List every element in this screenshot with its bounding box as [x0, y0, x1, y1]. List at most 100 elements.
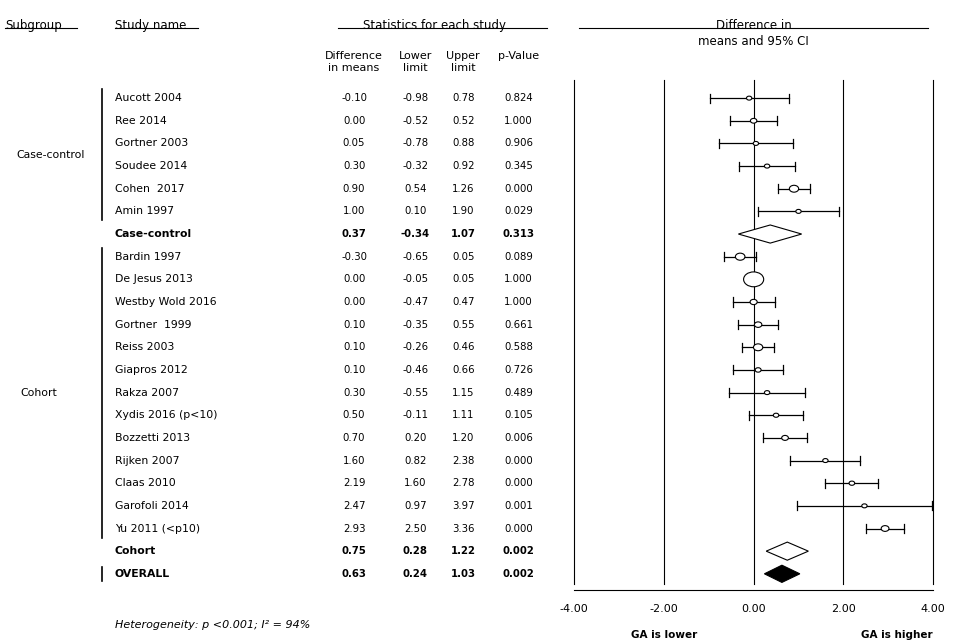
Text: 0.906: 0.906	[504, 138, 533, 149]
Ellipse shape	[823, 458, 828, 462]
Text: 1.00: 1.00	[343, 206, 366, 217]
Text: Reiss 2003: Reiss 2003	[115, 342, 174, 352]
Text: De Jesus 2013: De Jesus 2013	[115, 275, 192, 284]
Text: Gortner 2003: Gortner 2003	[115, 138, 189, 149]
Text: Giapros 2012: Giapros 2012	[115, 365, 188, 375]
Text: Subgroup: Subgroup	[5, 19, 61, 32]
Text: 0.00: 0.00	[343, 116, 366, 126]
Text: Yu 2011 (<p10): Yu 2011 (<p10)	[115, 523, 200, 534]
Text: Gortner  1999: Gortner 1999	[115, 320, 191, 330]
Text: Soudee 2014: Soudee 2014	[115, 161, 187, 171]
Text: 0.10: 0.10	[343, 365, 366, 375]
Text: 0.75: 0.75	[342, 546, 367, 556]
Text: 4.00: 4.00	[921, 604, 946, 615]
Text: Rakza 2007: Rakza 2007	[115, 388, 179, 397]
Text: Bardin 1997: Bardin 1997	[115, 251, 181, 262]
Text: 2.19: 2.19	[343, 478, 366, 488]
Text: 0.000: 0.000	[504, 523, 533, 534]
Text: 0.05: 0.05	[343, 138, 366, 149]
Text: 0.00: 0.00	[343, 297, 366, 307]
Text: 0.10: 0.10	[404, 206, 427, 217]
Text: -0.78: -0.78	[402, 138, 429, 149]
Text: 0.46: 0.46	[452, 342, 475, 352]
Ellipse shape	[790, 185, 799, 192]
Text: 0.588: 0.588	[504, 342, 533, 352]
Text: Difference in
means and 95% CI: Difference in means and 95% CI	[699, 19, 809, 48]
Text: -0.52: -0.52	[402, 116, 429, 126]
Text: Upper
limit: Upper limit	[446, 51, 480, 73]
Ellipse shape	[746, 96, 752, 100]
Text: 0.000: 0.000	[504, 455, 533, 466]
Text: 0.10: 0.10	[343, 342, 366, 352]
Text: -0.30: -0.30	[341, 251, 367, 262]
Text: 0.002: 0.002	[502, 569, 535, 579]
Text: 1.11: 1.11	[452, 410, 475, 421]
Text: 1.26: 1.26	[452, 184, 475, 194]
Ellipse shape	[753, 141, 759, 145]
Text: 0.10: 0.10	[343, 320, 366, 330]
Text: Aucott 2004: Aucott 2004	[115, 93, 182, 103]
Text: -0.55: -0.55	[402, 388, 429, 397]
Ellipse shape	[773, 413, 779, 417]
Ellipse shape	[744, 272, 764, 287]
Text: 3.97: 3.97	[452, 501, 475, 511]
Text: 0.029: 0.029	[504, 206, 533, 217]
Ellipse shape	[765, 390, 769, 395]
Text: 0.30: 0.30	[343, 161, 366, 171]
Text: Ree 2014: Ree 2014	[115, 116, 167, 126]
Text: 0.78: 0.78	[452, 93, 475, 103]
Text: 0.24: 0.24	[403, 569, 428, 579]
Text: -0.98: -0.98	[402, 93, 429, 103]
Text: Heterogeneity: p <0.001; I² = 94%: Heterogeneity: p <0.001; I² = 94%	[115, 620, 310, 630]
Ellipse shape	[750, 118, 757, 123]
Text: Lower
limit: Lower limit	[399, 51, 432, 73]
Text: 0.661: 0.661	[504, 320, 533, 330]
Text: 0.489: 0.489	[504, 388, 533, 397]
Text: 0.37: 0.37	[342, 229, 367, 239]
Text: Bozzetti 2013: Bozzetti 2013	[115, 433, 190, 443]
Text: -0.47: -0.47	[402, 297, 429, 307]
Text: 1.22: 1.22	[451, 546, 476, 556]
Text: 0.089: 0.089	[504, 251, 533, 262]
Text: 0.28: 0.28	[403, 546, 428, 556]
Polygon shape	[739, 225, 802, 243]
Text: 0.30: 0.30	[343, 388, 366, 397]
Ellipse shape	[753, 344, 763, 350]
Text: 1.03: 1.03	[451, 569, 476, 579]
Text: Difference
in means: Difference in means	[325, 51, 383, 73]
Text: Rijken 2007: Rijken 2007	[115, 455, 179, 466]
Ellipse shape	[849, 481, 855, 485]
Text: -0.10: -0.10	[341, 93, 367, 103]
Text: 2.50: 2.50	[404, 523, 427, 534]
Text: -0.65: -0.65	[402, 251, 429, 262]
Text: 1.15: 1.15	[452, 388, 475, 397]
Ellipse shape	[750, 300, 757, 305]
Text: -4.00: -4.00	[560, 604, 589, 615]
Ellipse shape	[755, 368, 761, 372]
Text: 1.90: 1.90	[452, 206, 475, 217]
Text: 2.78: 2.78	[452, 478, 475, 488]
Text: 0.50: 0.50	[343, 410, 366, 421]
Text: 3.36: 3.36	[452, 523, 475, 534]
Text: -0.05: -0.05	[402, 275, 429, 284]
Text: -0.46: -0.46	[402, 365, 429, 375]
Text: Cohort: Cohort	[115, 546, 156, 556]
Text: 2.47: 2.47	[343, 501, 366, 511]
Ellipse shape	[796, 210, 801, 213]
Text: 0.52: 0.52	[452, 116, 475, 126]
Text: 0.001: 0.001	[504, 501, 533, 511]
Text: -0.34: -0.34	[401, 229, 430, 239]
Text: 2.93: 2.93	[343, 523, 366, 534]
Ellipse shape	[782, 435, 789, 440]
Ellipse shape	[754, 322, 762, 327]
Text: 0.90: 0.90	[343, 184, 366, 194]
Text: Cohen  2017: Cohen 2017	[115, 184, 185, 194]
Text: 0.345: 0.345	[504, 161, 533, 171]
Text: 2.38: 2.38	[452, 455, 475, 466]
Text: Case-control: Case-control	[16, 150, 85, 159]
Ellipse shape	[861, 504, 867, 508]
Text: 0.82: 0.82	[404, 455, 427, 466]
Text: 0.97: 0.97	[404, 501, 427, 511]
Text: 0.002: 0.002	[502, 546, 535, 556]
Text: 0.105: 0.105	[504, 410, 533, 421]
